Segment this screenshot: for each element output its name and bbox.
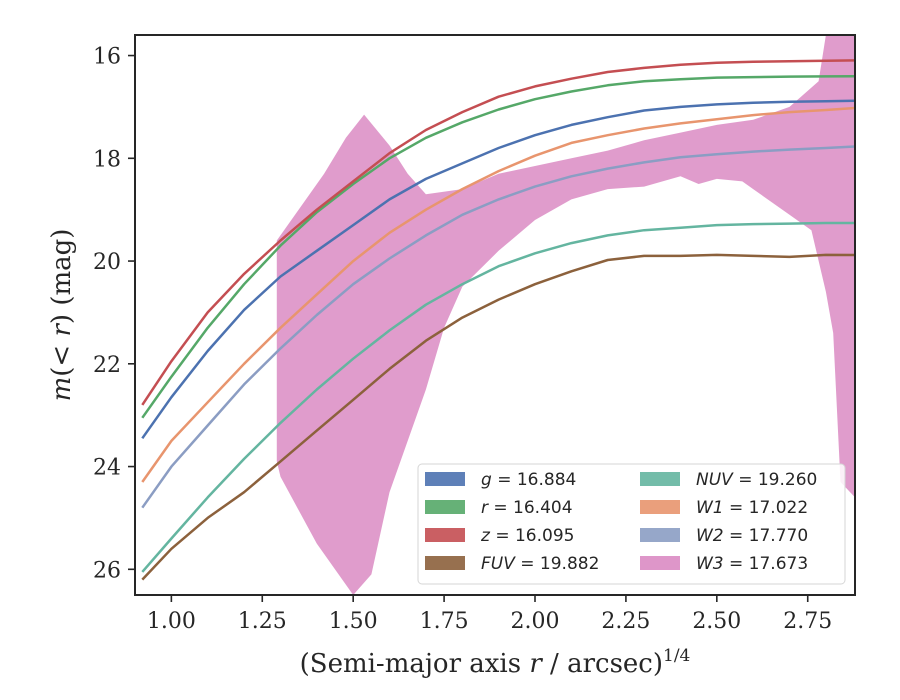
legend-swatch-fuv xyxy=(425,556,465,570)
legend-swatch-w1 xyxy=(640,500,680,514)
plot-area xyxy=(141,35,855,595)
legend-label-z: z = 16.095 xyxy=(480,526,574,546)
legend-swatch-w3 xyxy=(640,556,680,570)
series-line-w2 xyxy=(141,145,855,509)
series-line-fuv xyxy=(141,253,855,581)
series-line-z xyxy=(141,59,855,406)
x-axis-label: (Semi-major axis r / arcsec)1/4 xyxy=(300,646,691,679)
y-tick-label: 24 xyxy=(93,456,121,481)
legend-swatch-r xyxy=(425,500,465,514)
y-axis-label: m(< r) (mag) xyxy=(47,229,77,402)
y-tick-label: 16 xyxy=(93,45,121,70)
series-line-w1 xyxy=(141,106,855,483)
x-tick-label: 2.00 xyxy=(511,609,560,634)
x-tick-label: 1.00 xyxy=(147,609,196,634)
x-tick-label: 2.25 xyxy=(601,609,650,634)
legend-swatch-g xyxy=(425,472,465,486)
x-tick-label: 1.50 xyxy=(329,609,378,634)
x-tick-label: 2.50 xyxy=(692,609,741,634)
x-axis: 1.00 1.25 1.50 1.75 2.00 2.25 2.50 2.75 xyxy=(147,595,832,634)
y-tick-label: 22 xyxy=(93,353,121,378)
series-band-w3 xyxy=(276,35,855,595)
y-tick-label: 26 xyxy=(93,558,121,583)
axes-frame xyxy=(134,34,856,596)
legend-label-w1: W1 = 17.022 xyxy=(696,498,808,518)
legend-swatch-w2 xyxy=(640,528,680,542)
y-tick-label: 18 xyxy=(93,147,121,172)
legend-swatch-z xyxy=(425,528,465,542)
x-tick-label: 1.75 xyxy=(420,609,469,634)
legend-label-nuv: NUV = 19.260 xyxy=(696,470,817,490)
legend-box xyxy=(417,463,846,585)
x-tick-label: 2.75 xyxy=(783,609,832,634)
series-line-r xyxy=(141,75,855,419)
legend-label-w3: W3 = 17.673 xyxy=(696,554,808,574)
legend-label-g: g = 16.884 xyxy=(481,470,576,490)
legend-label-r: r = 16.404 xyxy=(481,498,573,518)
series-line-nuv xyxy=(141,221,855,573)
legend-label-w2: W2 = 17.770 xyxy=(696,526,808,546)
legend-swatch-nuv xyxy=(640,472,680,486)
x-tick-label: 1.25 xyxy=(238,609,287,634)
legend: g = 16.884 r = 16.404 z = 16.095 FUV = 19.8… xyxy=(417,463,846,585)
y-axis: 16 18 20 22 24 26 xyxy=(93,45,135,583)
legend-label-fuv: FUV = 19.882 xyxy=(481,554,599,574)
y-tick-label: 20 xyxy=(93,250,121,275)
series-line-g xyxy=(141,99,855,440)
